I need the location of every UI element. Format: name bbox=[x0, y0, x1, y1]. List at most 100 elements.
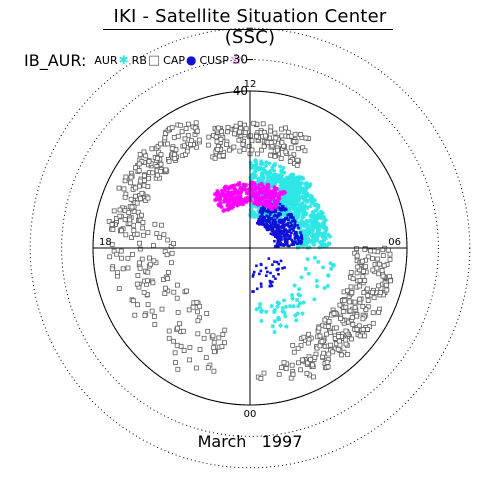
rb-point bbox=[241, 147, 247, 153]
rb-point bbox=[255, 151, 260, 157]
rb-point bbox=[354, 246, 359, 252]
rb-point bbox=[158, 161, 164, 167]
rb-point bbox=[348, 270, 354, 275]
rb-point bbox=[109, 266, 115, 272]
cap-point bbox=[275, 230, 279, 234]
cap-point bbox=[287, 213, 291, 217]
aur-point bbox=[305, 205, 310, 211]
rb-point bbox=[115, 270, 120, 276]
aur-point bbox=[309, 199, 314, 205]
aur-point bbox=[282, 310, 287, 315]
rb-point bbox=[258, 147, 264, 153]
aur-point bbox=[272, 329, 277, 335]
cap-point bbox=[261, 211, 264, 215]
aur-point bbox=[280, 212, 285, 217]
aur-point bbox=[284, 324, 289, 329]
cap-point bbox=[258, 210, 262, 214]
aur-point bbox=[263, 163, 268, 169]
rb-point bbox=[246, 143, 252, 149]
star-icon: ✱ bbox=[118, 53, 129, 67]
cap-point bbox=[297, 226, 300, 230]
cap-point bbox=[289, 213, 293, 216]
aur-point bbox=[278, 323, 283, 328]
aur-point bbox=[292, 184, 297, 190]
rb-point bbox=[172, 152, 178, 158]
cusp-point bbox=[263, 187, 268, 192]
aur-point bbox=[285, 198, 290, 204]
cap-point bbox=[283, 243, 287, 246]
rb-point bbox=[276, 371, 282, 377]
rb-point bbox=[220, 332, 226, 337]
rb-point bbox=[163, 130, 169, 136]
rb-point bbox=[349, 290, 355, 295]
rb-point bbox=[166, 335, 172, 341]
cap-point bbox=[271, 228, 275, 231]
cap-point bbox=[285, 231, 289, 234]
rb-point bbox=[135, 302, 141, 308]
aur-point bbox=[249, 204, 255, 210]
rb-point bbox=[374, 265, 380, 271]
cusp-point bbox=[232, 186, 237, 191]
cap-point bbox=[276, 268, 279, 272]
rb-point bbox=[339, 352, 345, 358]
rb-point bbox=[131, 228, 137, 233]
cusp-point bbox=[266, 201, 272, 206]
rb-point bbox=[370, 320, 376, 326]
rb-point bbox=[134, 231, 140, 237]
legend-label-rb: RB bbox=[131, 53, 147, 67]
cap-point bbox=[263, 224, 266, 227]
cusp-point bbox=[270, 189, 275, 194]
rb-point bbox=[151, 258, 157, 264]
aur-point bbox=[320, 239, 325, 244]
cap-point bbox=[294, 241, 297, 245]
aur-point bbox=[281, 184, 286, 189]
cusp-point bbox=[226, 190, 231, 195]
rb-point bbox=[174, 295, 180, 301]
rb-point bbox=[140, 225, 146, 231]
rb-point bbox=[272, 153, 278, 159]
cusp-point bbox=[260, 189, 265, 195]
rb-point bbox=[169, 250, 175, 256]
rb-point bbox=[281, 360, 287, 366]
rb-point bbox=[325, 323, 331, 329]
aur-point bbox=[303, 228, 309, 233]
rb-point bbox=[370, 267, 376, 273]
aur-point bbox=[311, 197, 316, 203]
rb-point bbox=[285, 129, 291, 135]
aur-point bbox=[270, 180, 275, 186]
rb-point bbox=[306, 340, 311, 346]
aur-point bbox=[294, 297, 300, 303]
rb-point bbox=[128, 196, 134, 202]
cap-point bbox=[280, 206, 284, 210]
rb-point bbox=[321, 350, 327, 356]
rb-point bbox=[326, 351, 332, 357]
aur-point bbox=[257, 204, 263, 210]
cap-point bbox=[296, 242, 299, 245]
aur-point bbox=[267, 170, 272, 176]
cap-point bbox=[293, 224, 296, 228]
aur-point bbox=[311, 237, 316, 243]
aur-point bbox=[312, 255, 318, 260]
rb-point bbox=[196, 137, 202, 143]
angle-label-18: 18 bbox=[99, 237, 112, 248]
aur-point bbox=[306, 271, 311, 276]
rb-point bbox=[175, 366, 181, 372]
cap-point bbox=[272, 233, 275, 237]
cap-point bbox=[272, 219, 275, 223]
cap-point bbox=[259, 262, 263, 266]
rb-point bbox=[283, 125, 289, 131]
cusp-point bbox=[230, 196, 235, 201]
aur-point bbox=[290, 205, 296, 211]
rb-point bbox=[360, 274, 366, 279]
aur-point bbox=[279, 173, 284, 178]
aur-point bbox=[312, 297, 317, 302]
rb-point bbox=[185, 121, 191, 127]
rb-point bbox=[352, 299, 358, 305]
rb-point bbox=[221, 340, 227, 346]
rb-point bbox=[336, 338, 342, 344]
aur-point bbox=[252, 170, 257, 175]
rb-point bbox=[367, 248, 373, 254]
cusp-point bbox=[251, 193, 256, 198]
aur-point bbox=[306, 193, 312, 198]
aur-point bbox=[262, 209, 267, 215]
